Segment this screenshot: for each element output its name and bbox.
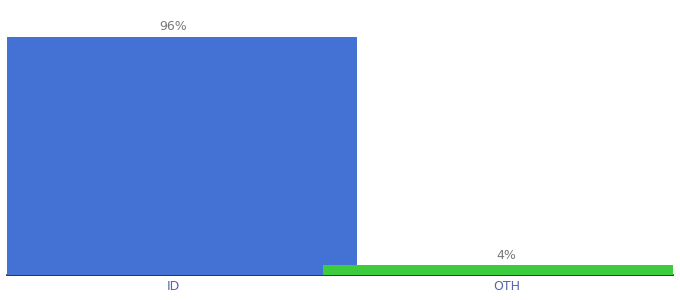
Bar <box>0 37 356 275</box>
Text: 4%: 4% <box>496 248 517 262</box>
Bar <box>324 265 680 275</box>
Text: 96%: 96% <box>160 20 188 33</box>
